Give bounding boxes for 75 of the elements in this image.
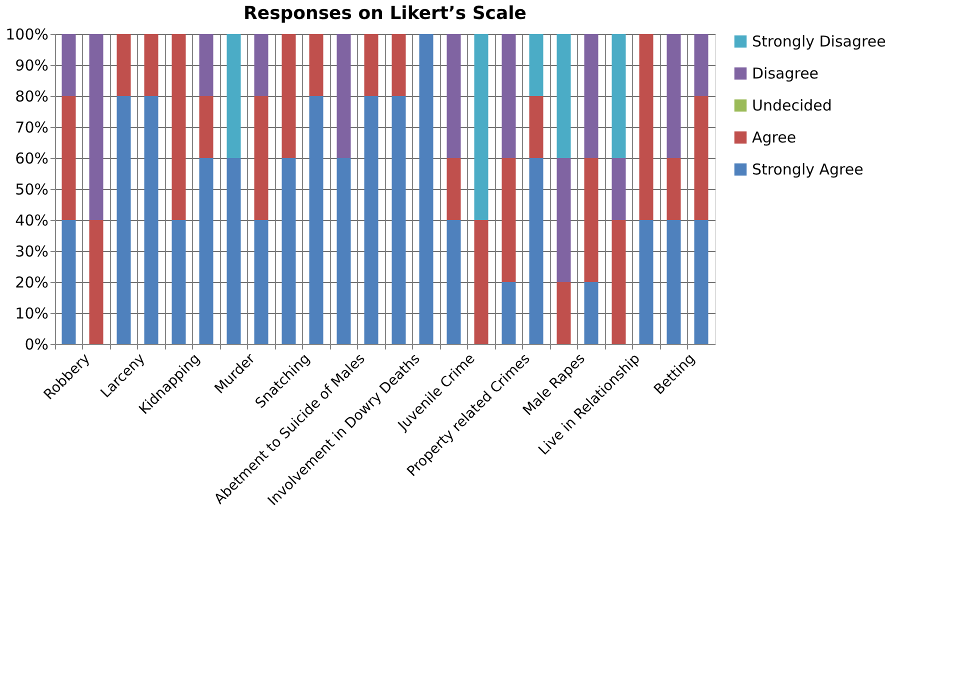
bar (584, 34, 598, 158)
y-tick-label: 60% (15, 150, 48, 168)
bar (694, 96, 708, 220)
bar (612, 34, 626, 158)
bar (446, 220, 461, 344)
bar (309, 34, 324, 96)
bar (666, 158, 681, 220)
bar (144, 96, 158, 344)
bar (639, 220, 654, 344)
bar (584, 282, 598, 344)
bar (612, 158, 626, 220)
bar (199, 34, 214, 96)
y-tick-label: 70% (15, 118, 48, 136)
bar (556, 34, 571, 158)
bar (62, 220, 76, 344)
bar (116, 96, 131, 344)
y-tick-label: 90% (15, 56, 48, 74)
bar (254, 96, 268, 220)
y-tick-label: 0% (24, 336, 48, 354)
bar (199, 96, 214, 158)
bar (336, 158, 351, 344)
bar (502, 282, 516, 344)
bar (612, 220, 626, 344)
legend-label: Disagree (752, 64, 819, 82)
bar (474, 34, 488, 220)
bar (419, 34, 434, 344)
bar (556, 158, 571, 282)
bar (226, 158, 241, 344)
bar (502, 158, 516, 282)
y-tick-label: 10% (15, 304, 48, 322)
bar (144, 34, 158, 96)
bar (666, 220, 681, 344)
bar (694, 34, 708, 96)
bar (89, 220, 104, 344)
legend-label: Agree (752, 128, 796, 146)
bar (364, 34, 378, 96)
bar (474, 220, 488, 344)
legend-label: Undecided (752, 96, 832, 114)
bar (62, 34, 76, 96)
y-tick-label: 100% (6, 26, 48, 44)
bar (502, 34, 516, 158)
bar (529, 96, 544, 158)
chart-title: Responses on Likert’s Scale (244, 3, 526, 24)
bar (529, 34, 544, 96)
bar (666, 34, 681, 158)
bar (529, 158, 544, 344)
bar (172, 34, 186, 220)
bar (282, 158, 296, 344)
y-tick-label: 40% (15, 212, 48, 230)
legend-label: Strongly Disagree (752, 32, 886, 50)
bar (116, 34, 131, 96)
bar (392, 34, 406, 96)
bar (364, 96, 378, 344)
bar (639, 34, 654, 220)
bar (282, 34, 296, 158)
bar (172, 220, 186, 344)
bar (336, 34, 351, 158)
bar (446, 34, 461, 158)
y-tick-label: 30% (15, 242, 48, 260)
y-tick-label: 20% (15, 274, 48, 292)
bar (446, 158, 461, 220)
bar (62, 96, 76, 220)
bar (309, 96, 324, 344)
y-tick-label: 80% (15, 88, 48, 106)
bar (89, 34, 104, 220)
bar (584, 158, 598, 282)
bar (556, 282, 571, 344)
bar (694, 220, 708, 344)
bar (392, 96, 406, 344)
bar (254, 220, 268, 344)
bar (199, 158, 214, 344)
bar (226, 34, 241, 158)
bar (254, 34, 268, 96)
legend-label: Strongly Agree (752, 160, 864, 178)
y-tick-label: 50% (15, 180, 48, 198)
